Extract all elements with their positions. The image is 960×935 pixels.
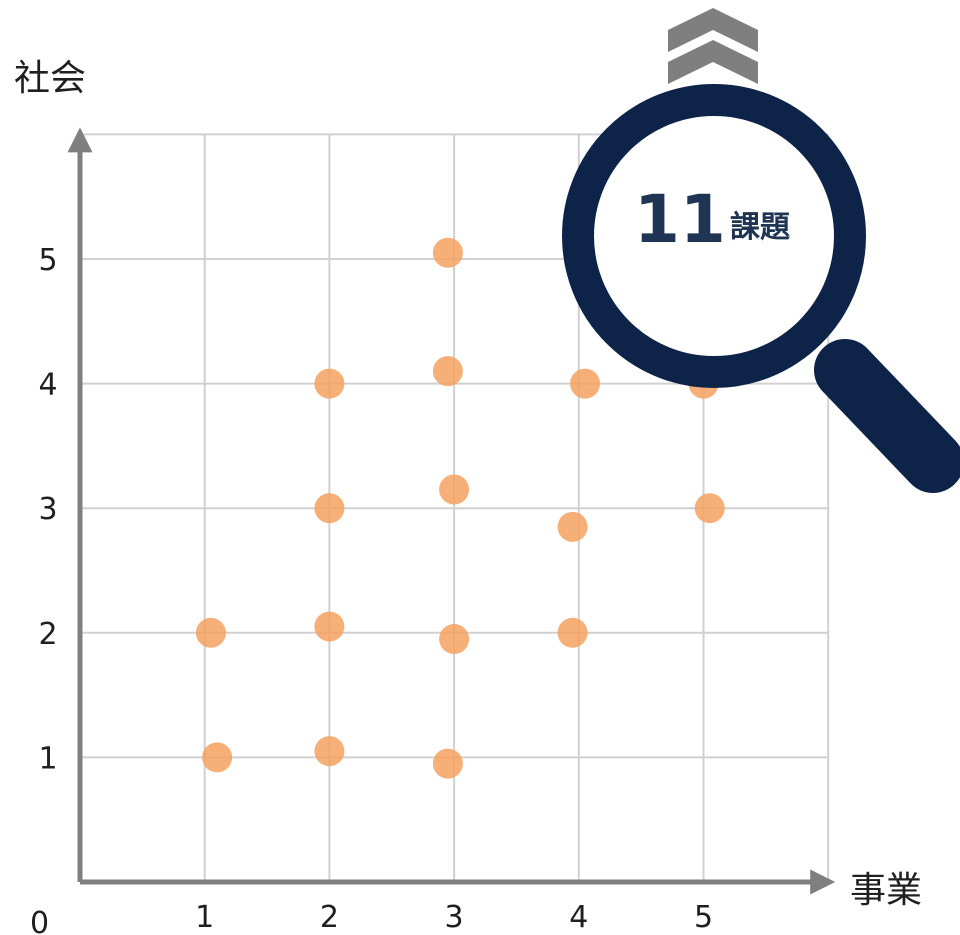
x-axis-title: 事業 bbox=[850, 870, 922, 911]
data-point bbox=[439, 624, 470, 655]
y-tick-label: 2 bbox=[38, 617, 57, 652]
data-point bbox=[195, 617, 226, 648]
data-point bbox=[557, 617, 588, 648]
data-point bbox=[432, 748, 463, 779]
y-axis-title: 社会 bbox=[14, 58, 86, 99]
data-point bbox=[202, 742, 233, 773]
data-point bbox=[570, 368, 601, 399]
tick-labels: 1 2 3 4 5 1 2 3 4 5 bbox=[38, 243, 713, 935]
data-point bbox=[439, 474, 470, 505]
y-tick-label: 5 bbox=[38, 243, 57, 278]
data-point bbox=[557, 511, 588, 542]
x-tick-label: 3 bbox=[445, 900, 464, 935]
y-tick-label: 4 bbox=[38, 368, 57, 403]
data-point bbox=[432, 237, 463, 268]
data-point bbox=[432, 356, 463, 387]
x-tick-label: 5 bbox=[694, 900, 713, 935]
data-point bbox=[314, 611, 345, 642]
magnifier-icon bbox=[562, 84, 960, 493]
double-chevron-up-icon bbox=[668, 8, 758, 84]
issue-count: 11 bbox=[634, 181, 726, 258]
y-tick-label: 3 bbox=[38, 492, 57, 527]
x-tick-label: 1 bbox=[195, 900, 214, 935]
data-point bbox=[314, 368, 345, 399]
data-point bbox=[314, 736, 345, 767]
axes bbox=[67, 127, 836, 895]
y-tick-label: 1 bbox=[38, 741, 57, 776]
issue-count-badge: 11 課題 bbox=[634, 181, 790, 258]
data-point bbox=[694, 493, 725, 524]
x-tick-label: 2 bbox=[320, 900, 339, 935]
data-point bbox=[314, 493, 345, 524]
issue-unit: 課題 bbox=[730, 210, 790, 245]
x-tick-label: 4 bbox=[569, 900, 588, 935]
origin-label: 0 bbox=[30, 906, 49, 935]
